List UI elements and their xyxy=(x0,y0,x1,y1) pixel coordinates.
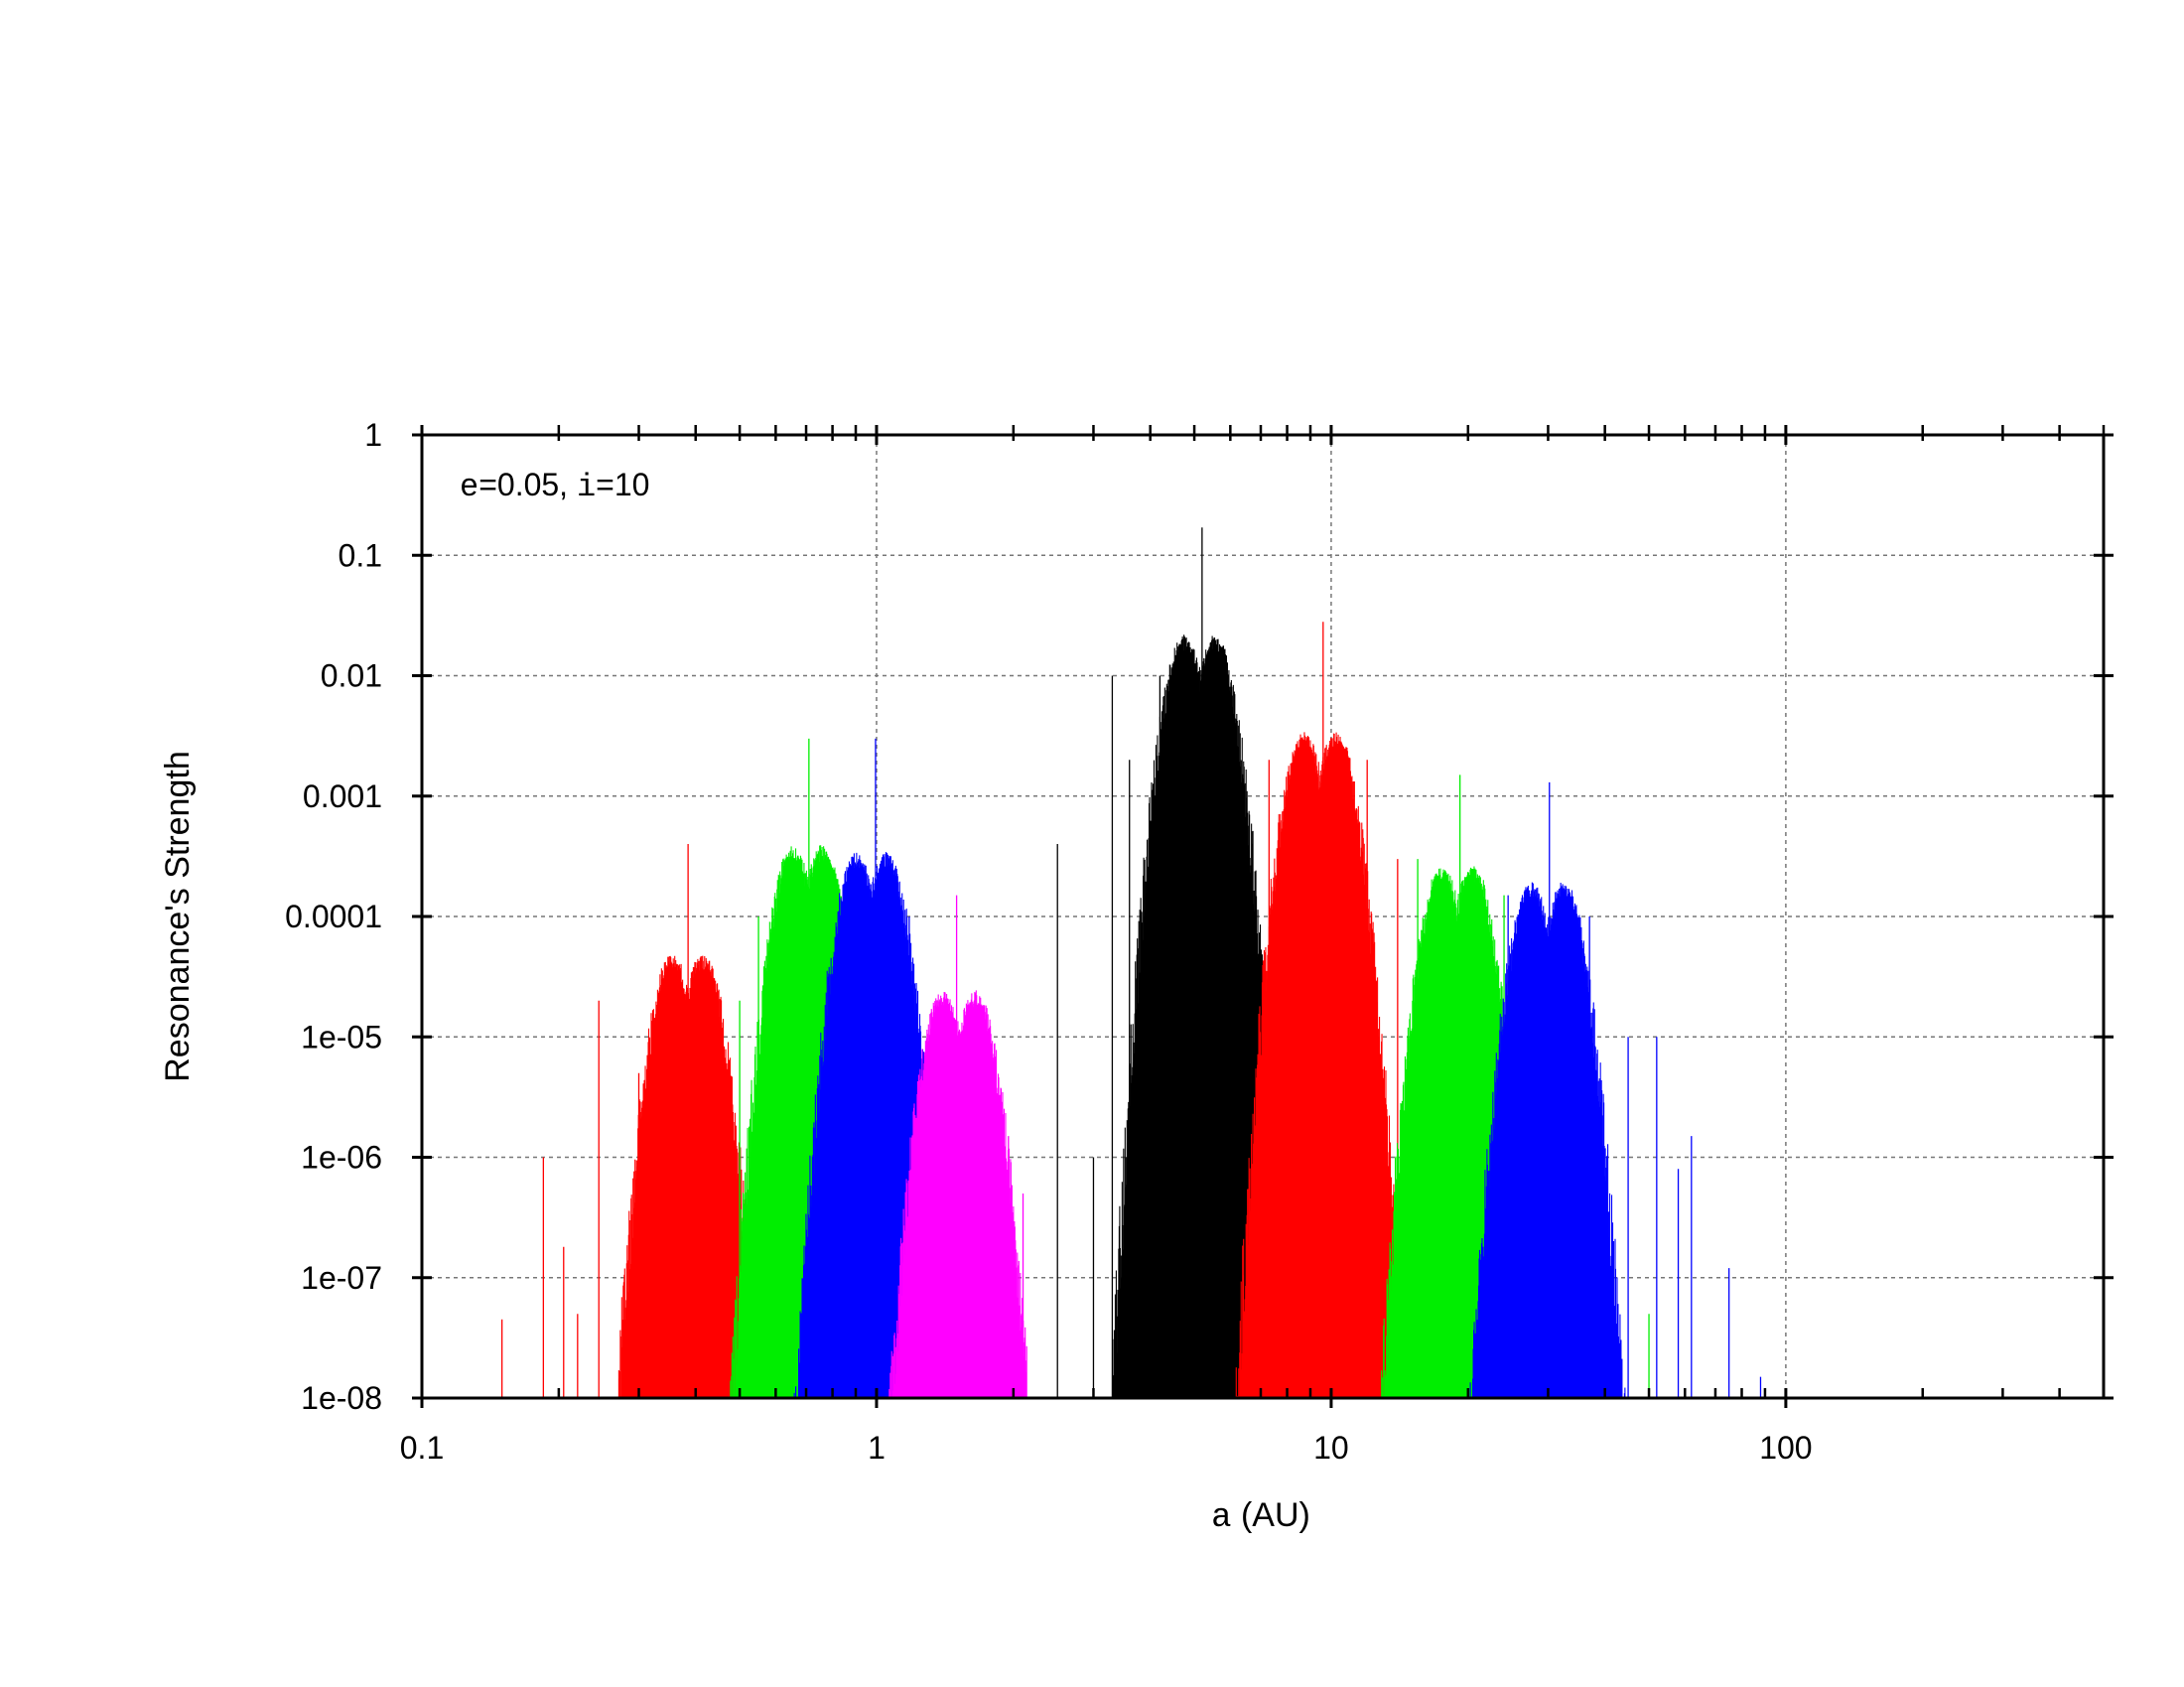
x-axis-title: a (AU) xyxy=(1211,1496,1310,1537)
annotation-label: e=0.05, i=10 xyxy=(460,467,649,505)
x-tick-label: 0.1 xyxy=(400,1430,444,1466)
x-tick-label: 1 xyxy=(868,1430,886,1466)
x-tick-label: 100 xyxy=(1759,1430,1812,1466)
y-tick-label: 1e-05 xyxy=(301,1019,382,1054)
resonance-core xyxy=(957,1060,994,1398)
y-tick-label: 1e-06 xyxy=(301,1140,382,1176)
series-group xyxy=(888,895,1027,1398)
y-tick-label: 0.1 xyxy=(339,537,382,573)
axis-tick-labels: 0.1 1 10 100 1e-08 1e-07 1e-06 1e-05 0.0001 0.001… xyxy=(285,417,1812,1466)
series-group xyxy=(1056,527,1289,1398)
series-group xyxy=(500,844,759,1398)
y-tick-label: 1e-08 xyxy=(301,1380,382,1416)
series-group xyxy=(1469,781,1762,1398)
axis-ticks xyxy=(412,425,2114,1408)
y-tick-label: 0.001 xyxy=(303,778,382,814)
series-group xyxy=(1235,622,1406,1398)
y-tick-label: 1 xyxy=(364,417,382,453)
y-tick-label: 0.01 xyxy=(321,658,382,694)
resonance-core xyxy=(1317,802,1355,1398)
y-tick-label: 0.0001 xyxy=(285,899,382,934)
resonance-core xyxy=(1546,952,1582,1398)
x-tick-label: 10 xyxy=(1313,1430,1349,1466)
y-axis-title: Resonance's Strength xyxy=(159,751,197,1081)
y-tick-label: 1e-07 xyxy=(301,1260,382,1296)
resonance-core xyxy=(1196,706,1234,1398)
resonance-bars xyxy=(500,527,1762,1398)
resonance-core xyxy=(684,1025,722,1398)
